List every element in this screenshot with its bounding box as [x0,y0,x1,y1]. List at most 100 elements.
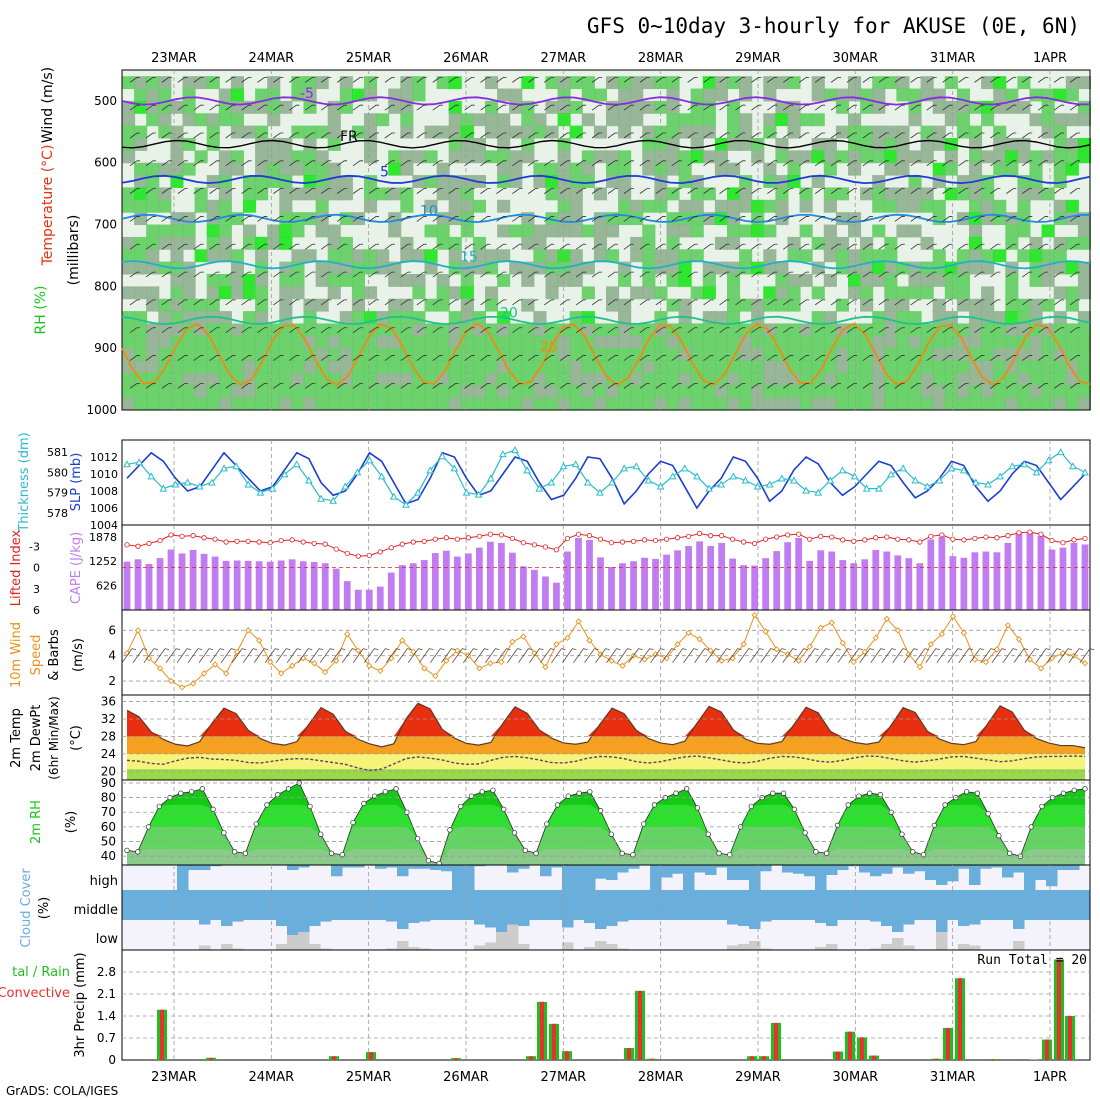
wind-barb [623,132,634,139]
thickness-point [317,494,325,502]
wind-barb [225,76,236,83]
rh-cell [1005,335,1019,349]
rh-cell [545,397,559,411]
wind-speed-point [872,634,879,642]
wind-speed-point [156,665,164,672]
cape-bar [982,551,990,610]
li-point [928,533,934,539]
rh-cell [533,249,547,263]
wind-barb [1053,104,1065,111]
wind-barb [719,76,730,83]
precip-conv-bar [1068,1016,1072,1060]
wind-barb [209,76,220,83]
wind-barb [814,188,826,194]
rh-cell [969,125,983,139]
rh-cell [303,187,317,201]
rh-cell [823,397,837,411]
rh-cell [267,397,281,411]
wind-barb [336,271,348,278]
rh-cell [872,274,886,287]
rh-cell [388,224,402,238]
wind-barb [209,327,220,334]
rh-point [727,852,733,858]
cape-bar [773,551,781,610]
rh-cell [714,212,728,226]
precip-conv-bar [836,1051,840,1060]
rh-cell [569,224,583,238]
precip-conv-bar [540,1001,544,1060]
rh-tick-label: 70 [101,805,116,819]
wind-barb [512,327,523,334]
wind-barb [814,382,826,389]
wind-barb [432,355,443,361]
wind-barb [496,299,507,306]
thickness-point [280,470,289,478]
rh-cell [860,274,874,287]
rh-point [824,850,830,856]
wind-barb [177,104,188,111]
rh-cell [255,175,269,188]
wind-barb [528,160,539,167]
rh-point [501,806,507,812]
wind-barb [719,216,730,222]
rh-cell [400,187,414,201]
wind-barb [830,271,842,278]
rh-cell [485,100,499,114]
rh-cell [509,385,523,399]
rh-cell [884,335,898,349]
rh-cell [1053,138,1067,151]
cloud-cell [925,865,937,880]
rh-cell [569,125,583,139]
li-point [763,536,769,542]
rh-cell [1041,125,1055,139]
cloud-cell [595,920,607,929]
pressure-axis-label: (millibars) [66,215,82,286]
rh-cell [811,113,825,127]
wind-barb [655,76,666,83]
rh-cell [835,88,849,102]
li-point [432,536,438,542]
rh-cell [787,323,801,337]
wind-barb [687,76,698,83]
rh-cell [1065,323,1079,337]
cloud-level-label: middle [74,903,118,918]
wind-barb [400,216,411,222]
rh-cell [158,187,172,201]
cloud-low-fill [1013,941,1025,950]
wind-barb [846,188,857,194]
rh-cell [158,397,172,411]
rh-cell [400,360,414,374]
rh-cell [835,212,849,226]
rh-cell [642,274,656,287]
wind-barb [990,76,1001,83]
rh-cell [533,323,547,337]
isotherm-line [121,260,1091,270]
wind-barb [1069,382,1081,389]
rh-cell [1029,348,1043,362]
wind-barb [209,104,220,111]
rh-cell [739,385,753,399]
cloud-cell [353,865,365,868]
wind-barb [623,160,634,167]
rh-cell [775,113,789,127]
wind-barb [639,160,650,167]
rh-cell [182,76,196,90]
rh-cell [436,360,450,374]
wind-barb [289,216,300,222]
credit-label: GrADS: COLA/IGES [6,1084,118,1098]
rh-cell [969,335,983,349]
rh-cell [642,125,656,139]
wind-barb [607,327,618,334]
rh-point [350,819,356,826]
rh-cell [702,385,716,399]
wind-barb [496,76,507,83]
slp-tick-label: 1012 [90,451,118,464]
rh-cell [412,286,426,300]
li-point [1071,537,1077,543]
wind-barb [496,132,507,139]
precip-conv-bar [1057,959,1061,1060]
rh-cell [956,286,970,300]
rh-cell [1053,323,1067,337]
wind-barb [958,271,969,278]
rh-cell [448,385,462,399]
